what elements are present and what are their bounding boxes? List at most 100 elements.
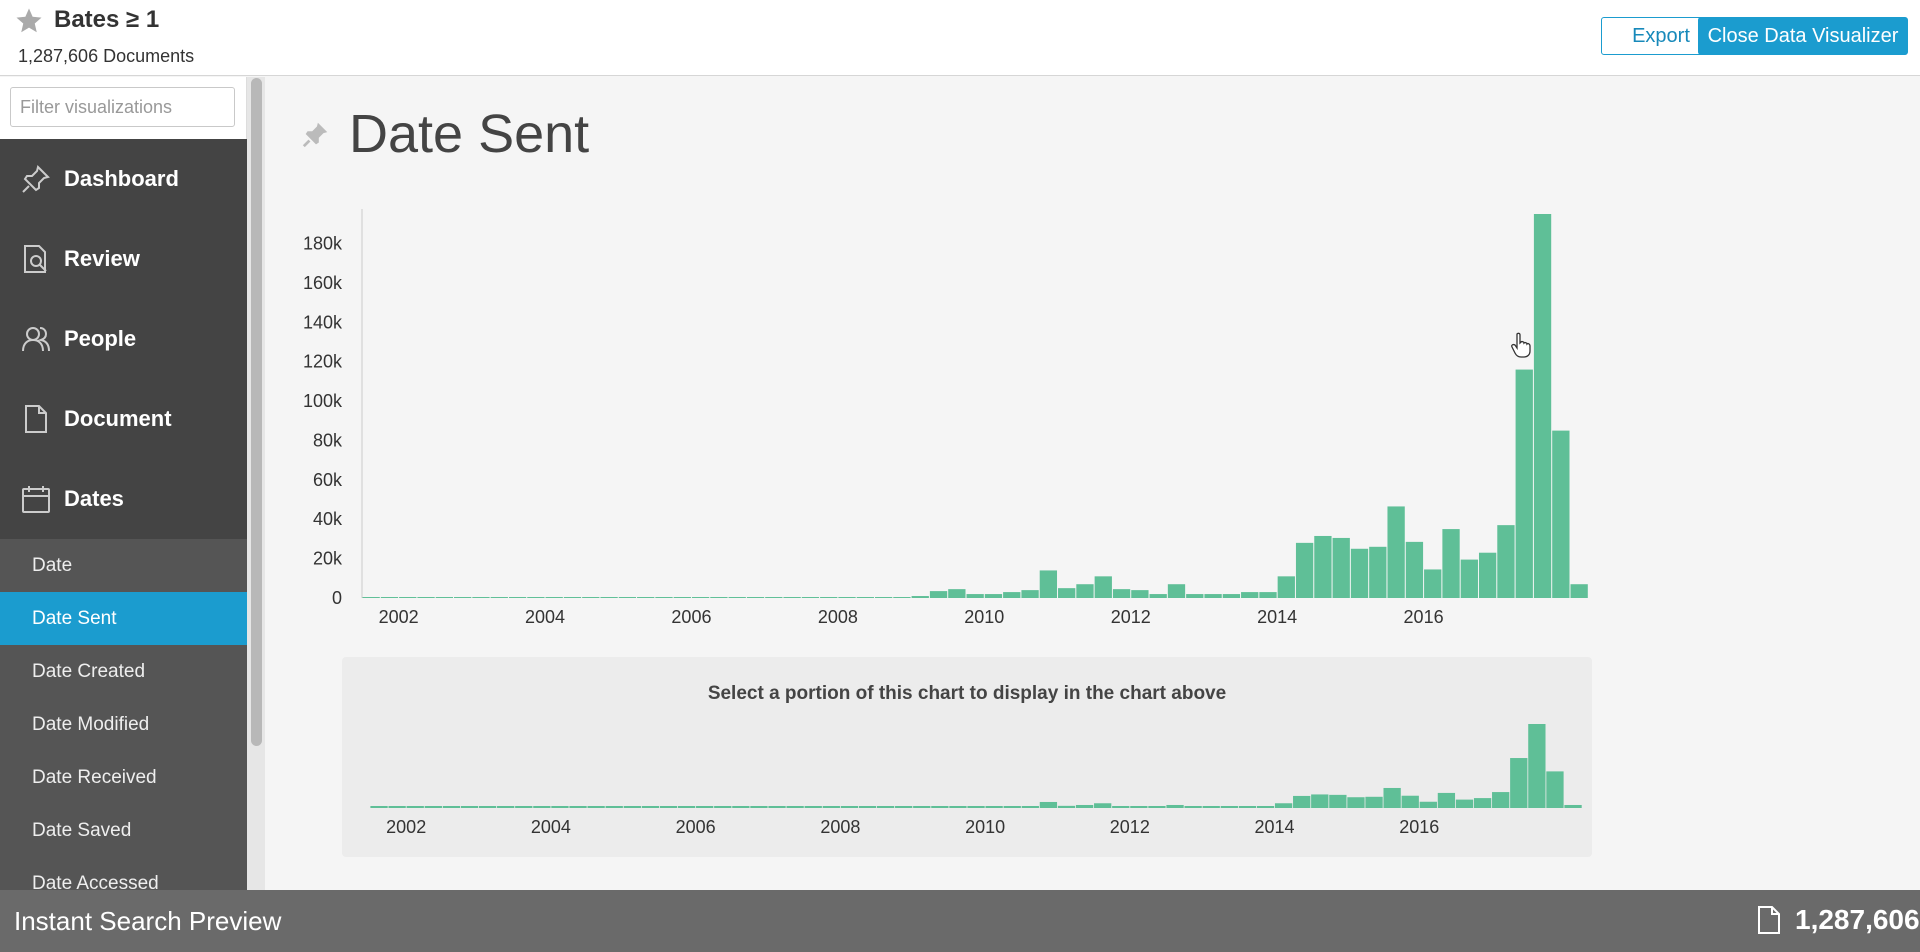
- sidebar-item-date-accessed[interactable]: Date Accessed: [32, 872, 159, 891]
- histogram-bar[interactable]: [783, 597, 801, 598]
- histogram-bar[interactable]: [1003, 592, 1021, 598]
- histogram-bar[interactable]: [1222, 594, 1241, 598]
- histogram-bar[interactable]: [1112, 589, 1131, 598]
- histogram-bar[interactable]: [1204, 594, 1222, 598]
- histogram-bar[interactable]: [417, 597, 435, 598]
- sidebar-item-date-modified[interactable]: Date Modified: [32, 713, 150, 735]
- navigator-bar: [1220, 806, 1238, 808]
- histogram-bar[interactable]: [1387, 506, 1405, 598]
- histogram-bar[interactable]: [600, 597, 618, 598]
- nav-dashboard[interactable]: Dashboard: [0, 139, 247, 219]
- histogram-bar[interactable]: [1497, 525, 1515, 598]
- histogram-bar[interactable]: [380, 597, 399, 598]
- sidebar-item-date[interactable]: Date: [32, 554, 73, 576]
- histogram-bar[interactable]: [1314, 535, 1332, 598]
- histogram-bar[interactable]: [1405, 541, 1424, 598]
- histogram-bar[interactable]: [1149, 594, 1167, 598]
- histogram-bar[interactable]: [362, 597, 380, 598]
- histogram-bar[interactable]: [1369, 546, 1387, 598]
- sidebar-scrollbar-thumb[interactable]: [251, 78, 262, 746]
- histogram-bar[interactable]: [1259, 592, 1277, 598]
- histogram-bar[interactable]: [472, 597, 490, 598]
- histogram-bar[interactable]: [1058, 588, 1076, 598]
- histogram-bar[interactable]: [1094, 576, 1112, 598]
- histogram-bar[interactable]: [838, 597, 856, 598]
- histogram-bar[interactable]: [435, 597, 454, 598]
- histogram-bar[interactable]: [1533, 214, 1552, 598]
- navigator-bar: [858, 806, 877, 808]
- histogram-bar[interactable]: [399, 597, 417, 598]
- histogram-bar[interactable]: [984, 594, 1003, 598]
- x-tick-label: 2008: [818, 607, 858, 627]
- range-navigator[interactable]: Select a portion of this chart to displa…: [342, 657, 1592, 857]
- histogram-bar[interactable]: [1241, 592, 1259, 598]
- histogram-bar[interactable]: [1515, 369, 1533, 598]
- histogram-bar[interactable]: [746, 597, 765, 598]
- navigator-bar: [1112, 806, 1130, 808]
- close-data-visualizer-button[interactable]: Close Data Visualizer: [1698, 17, 1908, 55]
- star-icon[interactable]: [14, 6, 44, 36]
- filter-visualizations-input[interactable]: [10, 87, 235, 127]
- histogram-bar[interactable]: [508, 597, 527, 598]
- histogram-bar[interactable]: [911, 596, 929, 598]
- histogram-bar[interactable]: [874, 597, 893, 598]
- pin-icon[interactable]: [301, 119, 331, 149]
- histogram-bar[interactable]: [1350, 548, 1369, 598]
- histogram-bar[interactable]: [1460, 559, 1478, 598]
- search-title: Bates ≥ 1: [54, 6, 160, 33]
- calendar-icon: [22, 486, 50, 513]
- histogram-bar[interactable]: [1076, 584, 1094, 598]
- histogram-bar[interactable]: [929, 591, 948, 598]
- histogram-bar[interactable]: [765, 597, 783, 598]
- nav-review[interactable]: Review: [0, 219, 247, 299]
- histogram-bar[interactable]: [545, 597, 563, 598]
- nav-people[interactable]: People: [0, 299, 247, 379]
- histogram-bar[interactable]: [618, 597, 637, 598]
- sidebar-item-date-saved[interactable]: Date Saved: [32, 819, 132, 841]
- histogram-bar[interactable]: [655, 597, 673, 598]
- histogram-bar[interactable]: [454, 597, 472, 598]
- sidebar-item-date-created[interactable]: Date Created: [32, 660, 146, 682]
- navigator-bar: [1473, 798, 1492, 808]
- histogram-bar[interactable]: [673, 597, 691, 598]
- histogram-bar[interactable]: [728, 597, 746, 598]
- histogram-bar[interactable]: [691, 597, 710, 598]
- histogram-bar[interactable]: [527, 597, 545, 598]
- date-sent-histogram[interactable]: 0 20k 40k 60k 80k 100k 120k 140k 160k 180k 2002 200…: [265, 187, 1605, 717]
- histogram-bar[interactable]: [1295, 542, 1314, 598]
- histogram-bar[interactable]: [1039, 570, 1058, 598]
- nav-dates[interactable]: Dates: [0, 459, 247, 539]
- histogram-bar[interactable]: [1021, 590, 1039, 598]
- histogram-bar[interactable]: [710, 597, 728, 598]
- histogram-bar[interactable]: [856, 597, 874, 598]
- histogram-bar[interactable]: [582, 597, 600, 598]
- histogram-bar[interactable]: [1570, 584, 1588, 598]
- histogram-bar[interactable]: [1186, 594, 1204, 598]
- histogram-bar[interactable]: [563, 597, 582, 598]
- histogram-bar[interactable]: [490, 597, 508, 598]
- histogram-bar[interactable]: [1131, 590, 1149, 598]
- histogram-bar[interactable]: [820, 597, 838, 598]
- navigator-bar: [370, 806, 388, 808]
- histogram-bar[interactable]: [966, 594, 984, 598]
- navigator-bar: [1202, 806, 1220, 808]
- histogram-bar[interactable]: [801, 597, 820, 598]
- histogram-bar[interactable]: [1552, 430, 1570, 598]
- navigator-bar: [1564, 804, 1582, 808]
- navigator-bar: [659, 806, 678, 808]
- nav-document[interactable]: Document: [0, 379, 247, 459]
- sidebar-item-date-received[interactable]: Date Received: [32, 766, 157, 788]
- histogram-bar[interactable]: [637, 597, 655, 598]
- histogram-bar[interactable]: [1332, 537, 1350, 598]
- histogram-bar[interactable]: [1478, 552, 1497, 598]
- histogram-bar[interactable]: [948, 589, 966, 598]
- navigator-histogram[interactable]: 2002 2004 2006 2008 2010 2012 2014 2016: [342, 657, 1592, 857]
- x-tick-label: 2016: [1404, 607, 1444, 627]
- histogram-bar[interactable]: [1167, 584, 1186, 598]
- sidebar-item-date-sent[interactable]: Date Sent: [0, 592, 247, 645]
- histogram-bar[interactable]: [1424, 569, 1442, 598]
- histogram-bar[interactable]: [1442, 529, 1460, 598]
- histogram-bar[interactable]: [1277, 576, 1295, 598]
- navigator-bar: [478, 806, 497, 808]
- histogram-bar[interactable]: [893, 597, 911, 598]
